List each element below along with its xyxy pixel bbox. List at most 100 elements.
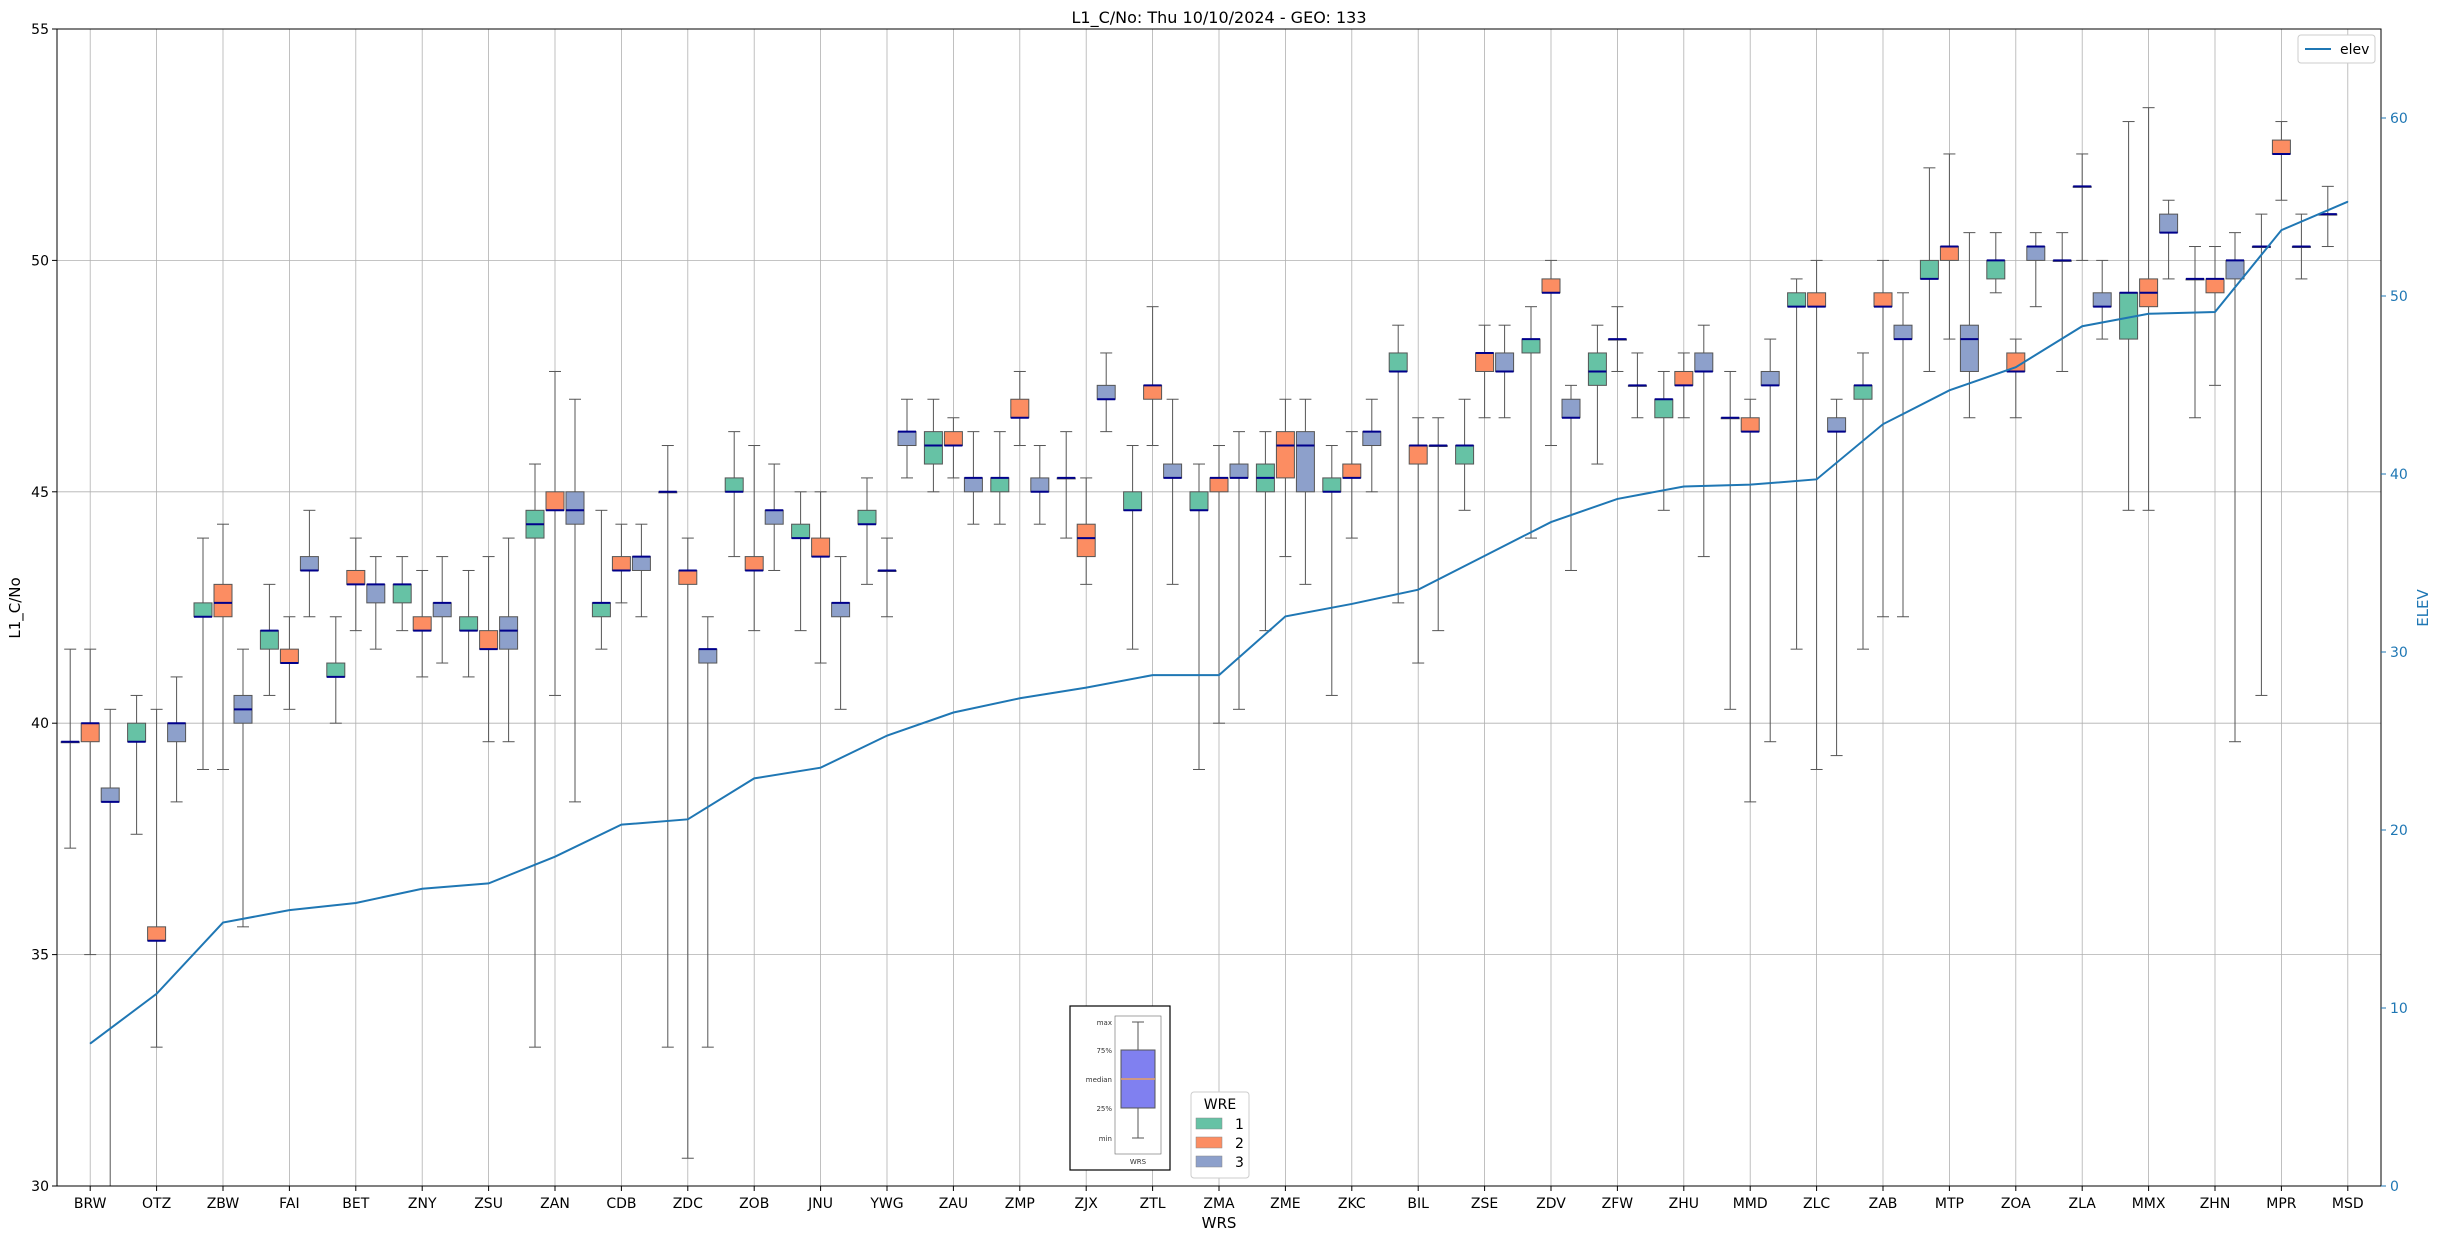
box-iqr xyxy=(1229,463,1249,479)
x-tick-label: BIL xyxy=(1407,1196,1429,1212)
box-wre-2-zoa xyxy=(2006,338,2026,419)
box-wre-3-bil xyxy=(1428,417,1448,632)
box-wre-2-zdv xyxy=(1541,259,1561,447)
elev-point xyxy=(952,712,954,714)
x-tick-label: OTZ xyxy=(142,1196,171,1212)
box-iqr xyxy=(1873,292,1893,308)
box-iqr xyxy=(366,583,386,604)
box-wre-1-zlc xyxy=(1787,278,1807,650)
box-wre-3-zab xyxy=(1893,292,1913,618)
x-tick-label: ZOB xyxy=(739,1196,769,1212)
box-iqr xyxy=(791,523,811,539)
y-tick-label: 40 xyxy=(31,716,49,732)
x-tick-label: MTP xyxy=(1935,1196,1964,1212)
box-wre-2-zhu xyxy=(1674,352,1694,419)
box-wre-1-zdv xyxy=(1521,306,1541,539)
elev-point xyxy=(886,735,888,737)
box-iqr xyxy=(1096,384,1116,400)
y-right-tick-label: 40 xyxy=(2390,467,2408,483)
legend-wre-label-3: 3 xyxy=(1235,1155,1244,1171)
box-wre-1-ywg xyxy=(857,477,877,585)
box-wre-1-brw xyxy=(60,648,80,849)
box-wre-3-zhn xyxy=(2225,232,2245,743)
box-wre-2-cdb xyxy=(611,523,631,604)
box-iqr xyxy=(1455,445,1475,465)
elev-point xyxy=(820,767,822,769)
box-wre-2-zsu xyxy=(479,556,499,743)
box-wre-1-zhu xyxy=(1654,370,1674,511)
box-wre-3-ywg xyxy=(897,398,917,479)
box-iqr xyxy=(1123,491,1143,511)
box-wre-3-zdc xyxy=(698,616,718,1048)
x-tick-label: MPR xyxy=(2266,1196,2297,1212)
box-wre-3-fai xyxy=(299,509,319,618)
elev-point xyxy=(1882,423,1884,425)
box-iqr xyxy=(80,722,100,743)
box-wre-2-ywg xyxy=(877,537,897,618)
y-tick-label: 30 xyxy=(31,1179,49,1195)
box-wre-1-zoa xyxy=(1986,232,2006,294)
box-wre-2-otz xyxy=(147,708,167,1048)
box-iqr xyxy=(326,662,346,678)
box-iqr xyxy=(1362,431,1382,447)
elev-point xyxy=(89,1043,91,1045)
x-tick-label: ZAB xyxy=(1869,1196,1898,1212)
y-axis-label-right: ELEV xyxy=(2414,588,2432,626)
box-wre-2-zkc xyxy=(1342,431,1362,539)
box-iqr xyxy=(392,583,412,604)
legend-wre-label-1: 1 xyxy=(1235,1117,1244,1133)
box-iqr xyxy=(1189,491,1209,511)
box-iqr xyxy=(1959,324,1979,372)
x-tick-label: BET xyxy=(342,1196,369,1212)
box-wre-2-zob xyxy=(744,445,764,632)
box-wre-2-zdc xyxy=(678,537,698,1159)
box-wre-2-zan xyxy=(545,370,565,696)
x-tick-label: ZDC xyxy=(673,1196,703,1212)
box-iqr xyxy=(611,556,631,571)
box-wre-1-zau xyxy=(923,398,943,493)
box-wre-2-mpr xyxy=(2271,121,2291,201)
y-right-tick-label: 0 xyxy=(2390,1179,2399,1195)
x-tick-label: MMX xyxy=(2132,1196,2166,1212)
box-wre-2-zse xyxy=(1475,324,1495,419)
y-right-tick-label: 20 xyxy=(2390,823,2408,839)
box-wre-2-zme xyxy=(1275,398,1295,558)
x-tick-label: CDB xyxy=(606,1196,636,1212)
box-iqr xyxy=(147,926,167,942)
box-iqr xyxy=(545,491,565,511)
box-wre-1-msd xyxy=(2318,185,2338,248)
legend-wre-swatch-2 xyxy=(1195,1136,1223,1149)
box-iqr xyxy=(764,509,784,525)
box-wre-2-zmp xyxy=(1010,370,1030,447)
box-iqr xyxy=(213,583,233,618)
box-iqr xyxy=(1342,463,1362,479)
box-wre-2-mtp xyxy=(1939,153,1959,340)
box-wre-3-mpr xyxy=(2291,213,2311,280)
x-tick-label: ZMA xyxy=(1203,1196,1235,1212)
box-wre-1-zmp xyxy=(990,431,1010,525)
box-iqr xyxy=(1587,352,1607,386)
box-wre-3-mtp xyxy=(1959,232,1979,419)
elev-point xyxy=(1816,478,1818,480)
box-iqr xyxy=(1322,477,1342,493)
box-wre-2-bil xyxy=(1408,417,1428,664)
box-wre-2-zbw xyxy=(213,523,233,770)
x-tick-label: BRW xyxy=(74,1196,107,1212)
box-iqr xyxy=(831,602,851,618)
inset-key-label: min xyxy=(1099,1135,1112,1143)
box-wre-1-otz xyxy=(127,694,147,835)
legend-wre: WRE 1 2 3 xyxy=(1190,1091,1250,1179)
x-tick-label: ZBW xyxy=(207,1196,240,1212)
x-tick-label: ZKC xyxy=(1338,1196,1366,1212)
box-iqr xyxy=(1919,259,1939,280)
box-iqr xyxy=(591,602,611,618)
legend-elev-frame xyxy=(2297,34,2376,64)
x-tick-label: MSD xyxy=(2332,1196,2364,1212)
box-iqr xyxy=(963,477,983,493)
y-right-tick-label: 50 xyxy=(2390,289,2408,305)
box-iqr xyxy=(2159,213,2179,234)
legend-wre-swatch-3 xyxy=(1195,1155,1223,1168)
box-iqr xyxy=(1939,246,1959,261)
elev-point xyxy=(1417,589,1419,591)
